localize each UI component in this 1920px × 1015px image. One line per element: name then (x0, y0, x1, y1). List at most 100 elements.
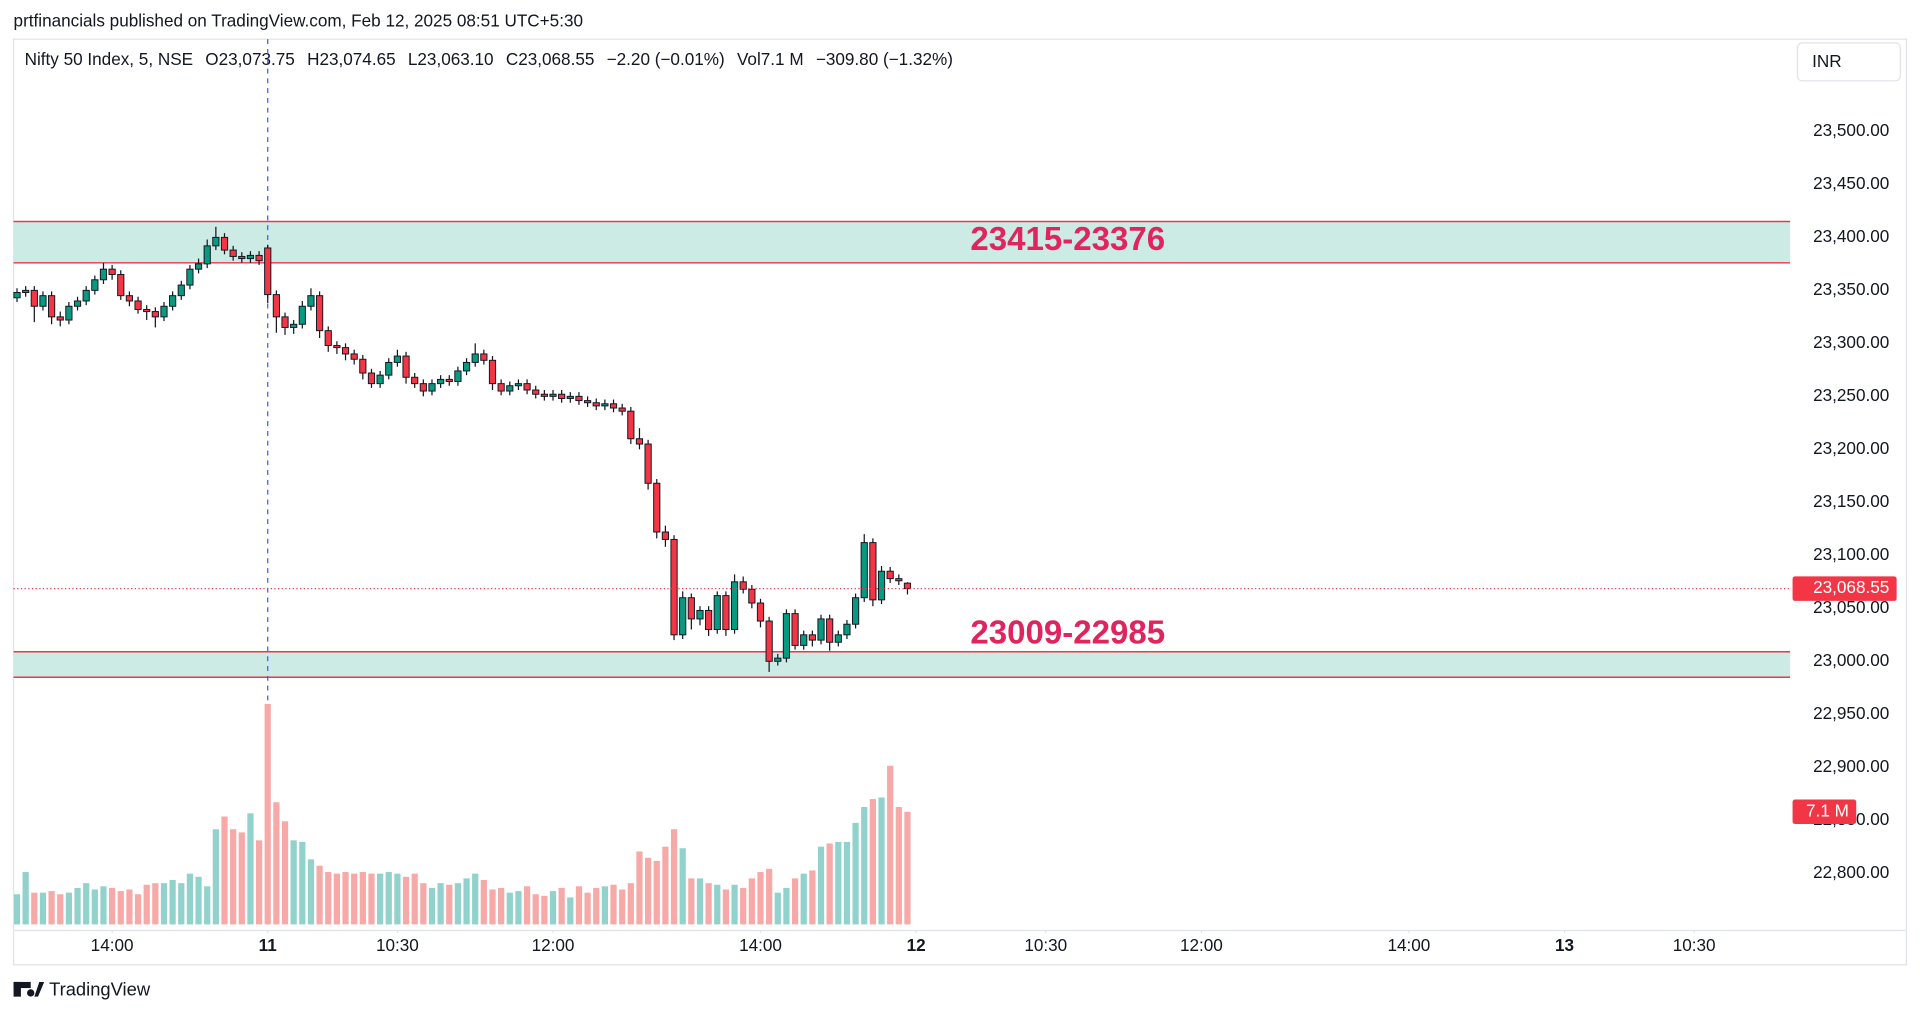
volume-bar (169, 879, 176, 925)
frame (12, 38, 1908, 966)
candle-body (826, 618, 834, 643)
y-tick-label: 22,950.00 (1813, 703, 1889, 723)
candle-body (99, 268, 108, 281)
candle-body (411, 376, 419, 385)
candle-body (877, 570, 886, 601)
volume-bar (619, 889, 626, 925)
candle-body (264, 247, 272, 296)
candle-body (661, 531, 670, 540)
candle-body (125, 295, 134, 302)
header: prtfinancials published on TradingView.c… (14, 11, 583, 31)
volume-bar (722, 889, 730, 925)
volume-bar (264, 703, 271, 925)
candle-body (350, 353, 358, 360)
candle-body (696, 609, 704, 620)
volume-bar (705, 883, 712, 925)
y-tick-label: 22,800.00 (1813, 862, 1889, 882)
legend-value: −2.20 (−0.01%) (607, 49, 725, 69)
candle-body (860, 542, 868, 599)
candle-body (774, 657, 782, 662)
volume-bar (316, 865, 323, 925)
volume-bar (342, 872, 349, 925)
volume-bar (696, 878, 704, 925)
y-tick-label: 23,150.00 (1813, 491, 1889, 511)
candle-body (160, 305, 168, 318)
candle-body (808, 634, 816, 641)
volume-bar (186, 873, 194, 925)
volume-bar (13, 894, 21, 925)
legend-key: H (307, 49, 319, 69)
volume-bar (281, 821, 289, 925)
legend-symbol: Nifty 50 Index, 5, NSE (25, 49, 193, 69)
volume-bar (134, 894, 142, 925)
candle-body (91, 279, 99, 291)
candle-body (281, 316, 289, 328)
zone (13, 221, 1791, 263)
volume-bar (411, 873, 418, 925)
volume-bar (809, 870, 816, 925)
volume-bar (800, 873, 807, 925)
x-tick-label: 14:00 (1387, 935, 1430, 955)
brand: TradingView (49, 978, 151, 999)
volume-bar (532, 894, 539, 925)
candle-body (609, 403, 618, 409)
volume-bar (377, 873, 384, 925)
volume-bar (904, 811, 911, 925)
candle-body (393, 355, 402, 363)
volume-bar (861, 807, 868, 925)
brand-logo (13, 981, 45, 997)
legend: Nifty 50 Index, 5, NSE O23,073.75 H23,074.… (25, 49, 953, 69)
candle-body (817, 618, 825, 641)
candle-body (583, 400, 592, 404)
candle-body (324, 330, 332, 346)
y-tick-label: 23,100.00 (1813, 544, 1889, 564)
volume-bar (662, 846, 669, 925)
zone-label: 23415-23376 (970, 221, 1165, 258)
candle-body (177, 284, 185, 297)
x-tick-label: 14:00 (739, 935, 782, 955)
candle-body (687, 597, 695, 620)
legend-value: 7.1 M (761, 49, 804, 69)
candle-body (30, 289, 38, 307)
volume-bar (359, 872, 366, 925)
candle-body (341, 347, 350, 355)
candle-body (748, 588, 756, 604)
legend-value: 23,074.65 (319, 49, 395, 69)
currency-box[interactable] (1796, 42, 1901, 82)
candle-body (471, 353, 479, 363)
candle-body (333, 344, 341, 349)
legend-value: 23,073.75 (219, 49, 295, 69)
zone-label: 23009-22985 (970, 614, 1165, 651)
volume-bar (126, 889, 133, 925)
volume-bar (22, 872, 29, 925)
volume-bar (463, 878, 470, 925)
candle-body (903, 582, 912, 590)
currency[interactable]: INR (1812, 51, 1842, 71)
candle-body (13, 291, 21, 299)
y-tick-label: 23,350.00 (1813, 279, 1889, 299)
candle-body (203, 245, 211, 265)
volume-bar (757, 872, 764, 925)
candle-body (488, 359, 497, 385)
candle-body (635, 438, 644, 445)
volume-bar (869, 799, 876, 925)
volume-bar (610, 884, 617, 925)
candle-body (39, 295, 47, 307)
volume-bar (748, 878, 755, 925)
volume-bar (653, 860, 660, 925)
candle-body (462, 361, 471, 372)
last-volume-label: 7.1 M (1806, 800, 1849, 820)
candle-body (194, 263, 203, 270)
volume-bar (31, 892, 38, 925)
candle-body (549, 393, 557, 397)
y-tick-label: 23,050.00 (1813, 597, 1889, 617)
candle-body (722, 595, 730, 631)
volume-bar (688, 878, 695, 925)
volume-bar (299, 841, 306, 925)
zone (13, 651, 1791, 678)
volume-bar (333, 873, 341, 925)
volume-bar (895, 807, 902, 925)
volume-bar (446, 884, 453, 925)
volume-bar (731, 884, 738, 925)
volume-bar (575, 886, 583, 925)
